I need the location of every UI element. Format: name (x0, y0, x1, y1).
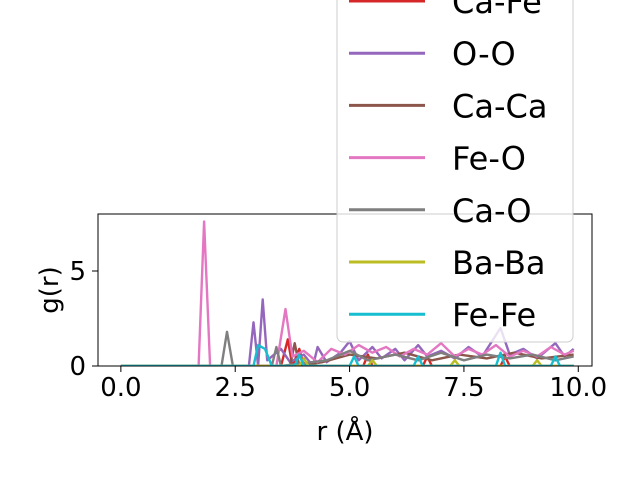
x-tick-label: 5.0 (329, 373, 370, 403)
legend-label-fe-o: Fe-O (452, 140, 526, 178)
series-line-fe-fe (120, 343, 574, 366)
series-layer (120, 220, 575, 366)
legend-label-fe-fe: Fe-Fe (452, 296, 536, 334)
x-tick-label: 7.5 (443, 373, 484, 403)
x-tick-label: 2.5 (215, 373, 256, 403)
series-line-ca-o (120, 330, 574, 366)
series-line-fe-o (120, 220, 575, 366)
legend-box (336, 0, 574, 343)
legend-label-ca-o: Ca-O (452, 192, 532, 230)
x-tick-label: 10.0 (549, 373, 607, 403)
legend: Ca-Fe O-O Ca-Ca Fe-O Ca-O Ba-Ba Fe-Fe (336, 0, 574, 343)
y-tick-label: 5 (69, 257, 86, 287)
x-axis-label: r (Å) (316, 415, 373, 447)
x-tick-label: 0.0 (100, 373, 141, 403)
legend-items: Ca-Fe O-O Ca-Ca Fe-O Ca-O Ba-Ba Fe-Fe (349, 0, 547, 334)
legend-label-ca-ca: Ca-Ca (452, 87, 547, 125)
y-axis-label: g(r) (35, 266, 65, 313)
ticks-layer: 0.0 2.5 5.0 7.5 10.0 0 5 (69, 257, 607, 403)
legend-label-o-o: O-O (452, 35, 516, 73)
legend-label-ca-fe: Ca-Fe (452, 0, 542, 21)
series-line-ba-ba (120, 357, 574, 366)
legend-label-ba-ba: Ba-Ba (452, 244, 546, 282)
y-tick-label: 0 (69, 352, 86, 382)
